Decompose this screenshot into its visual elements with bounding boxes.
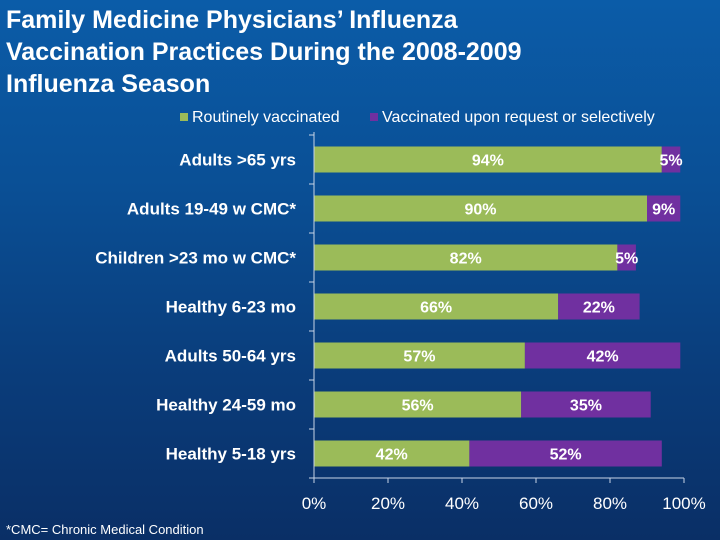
legend-label: Vaccinated upon request or selectively [382,109,655,126]
bar-segment-selective [469,440,662,467]
category-label: Healthy 5-18 yrs [166,445,296,464]
legend-swatch [180,113,188,121]
x-tick-label: 0% [302,494,327,513]
bar-segment-selective [558,293,640,320]
category-label: Healthy 6-23 mo [166,298,296,317]
x-tick-label: 80% [593,494,627,513]
axes [309,132,685,483]
x-tick-label: 100% [662,494,705,513]
bar-segment-selective [524,342,681,369]
data-label: 5% [659,153,682,170]
bar-segment-selective [647,195,681,222]
category-label: Adults >65 yrs [179,151,296,170]
bar-segment-routine [314,146,662,173]
category-labels: Adults >65 yrs Adults 19-49 w CMC* Childre… [95,151,296,464]
category-label: Healthy 24-59 mo [156,396,296,415]
page-title: Family Medicine Physicians’ Influenza Va… [6,6,522,98]
bar-segment-selective [521,391,651,418]
legend-label: Routinely vaccinated [192,109,340,126]
bars: 94% 5% 90% 9% 82% 5% 66% 22% 57% 42% 56% 35% 42% 52% [314,146,683,467]
bar-segment-routine [314,342,525,369]
bar-segment-routine [314,244,618,271]
data-label: 35% [570,398,602,415]
category-label: Adults 19-49 w CMC* [127,200,296,219]
legend-swatch [370,113,378,121]
x-tick-label: 40% [445,494,479,513]
data-label: 94% [472,153,504,170]
bar-segment-selective [617,244,636,271]
data-label: 82% [450,251,482,268]
data-label: 66% [420,300,452,317]
data-label: 5% [615,251,638,268]
data-label: 52% [550,447,582,464]
footnote: *CMC= Chronic Medical Condition [6,522,204,537]
data-label: 42% [587,349,619,366]
data-label: 42% [376,447,408,464]
category-label: Adults 50-64 yrs [165,347,296,366]
legend: Routinely vaccinated Vaccinated upon requ… [180,109,655,126]
x-tick-labels: 0% 20% 40% 60% 80% 100% [302,494,706,513]
data-label: 56% [402,398,434,415]
bar-segment-routine [314,293,559,320]
data-label: 57% [403,349,435,366]
bar-segment-routine [314,195,647,222]
data-label: 9% [652,202,675,219]
data-label: 22% [583,300,615,317]
x-tick-label: 60% [519,494,553,513]
category-label: Children >23 mo w CMC* [95,249,296,268]
bar-segment-selective [661,146,681,173]
bar-segment-routine [314,391,522,418]
data-label: 90% [464,202,496,219]
x-tick-label: 20% [371,494,405,513]
bar-segment-routine [314,440,470,467]
